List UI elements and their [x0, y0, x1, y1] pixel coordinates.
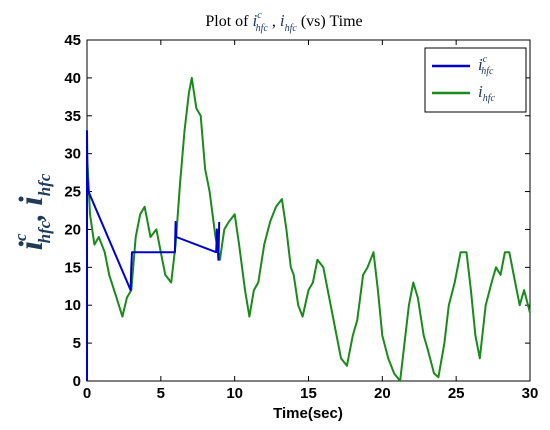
y-tick-label-8: 40 — [64, 70, 81, 87]
series-line-2 — [86, 76, 531, 382]
series-line-1 — [86, 129, 221, 381]
x-tick-label-4: 20 — [374, 385, 391, 402]
y-tick-label-9: 45 — [64, 32, 81, 49]
x-axis-label: Time(sec) — [273, 405, 343, 422]
y-label-var1: i — [13, 240, 50, 250]
axis-ticks: 0 5 10 15 20 25 30 0 5 10 15 20 25 30 35 40 45 — [64, 32, 538, 402]
y-axis-label: ic hfc, ihfc — [11, 173, 54, 250]
y-tick-label-4: 20 — [64, 221, 81, 238]
y-tick-label-3: 15 — [64, 259, 81, 276]
legend-label-series-2: ihfc — [478, 82, 496, 104]
y-tick-label-0: 0 — [73, 373, 81, 390]
chart-title-prefix: Plot of — [205, 13, 252, 30]
chart-title-var2-sub: hfc — [285, 23, 298, 34]
chart-title-var1: i — [252, 11, 257, 30]
x-tick-label-5: 25 — [448, 385, 465, 402]
chart-title-var1-sub: hfc — [256, 23, 269, 34]
legend-label-series-1: ic hfc — [478, 54, 494, 77]
x-tick-label-3: 15 — [300, 385, 317, 402]
y-label-var2-sub: hfc — [35, 173, 54, 196]
y-label-sep: , — [16, 206, 49, 222]
y-label-var1-sub: hfc — [35, 220, 54, 243]
x-tick-label-0: 0 — [83, 385, 91, 402]
y-label-var2: i — [13, 196, 50, 206]
y-tick-label-5: 25 — [64, 184, 81, 201]
legend-box — [424, 47, 527, 113]
legend: ic hfc ihfc — [424, 47, 527, 113]
chart-title-var1-sup: c — [257, 10, 262, 21]
y-tick-label-6: 30 — [64, 146, 81, 163]
y-tick-label-1: 5 — [73, 335, 81, 352]
chart-title-var2: i — [280, 11, 285, 30]
x-tick-label-2: 10 — [226, 385, 243, 402]
chart-title: Plot of ic hfc , ihfc (vs) Time — [205, 10, 362, 34]
y-label-var1-sup: c — [11, 233, 30, 241]
y-tick-label-2: 10 — [64, 297, 81, 314]
y-tick-label-7: 35 — [64, 108, 81, 125]
x-tick-label-6: 30 — [522, 385, 539, 402]
series-lines — [86, 76, 531, 382]
chart-title-suffix: (vs) Time — [297, 13, 363, 30]
chart-title-sep: , — [268, 13, 280, 30]
x-tick-label-1: 5 — [157, 385, 165, 402]
